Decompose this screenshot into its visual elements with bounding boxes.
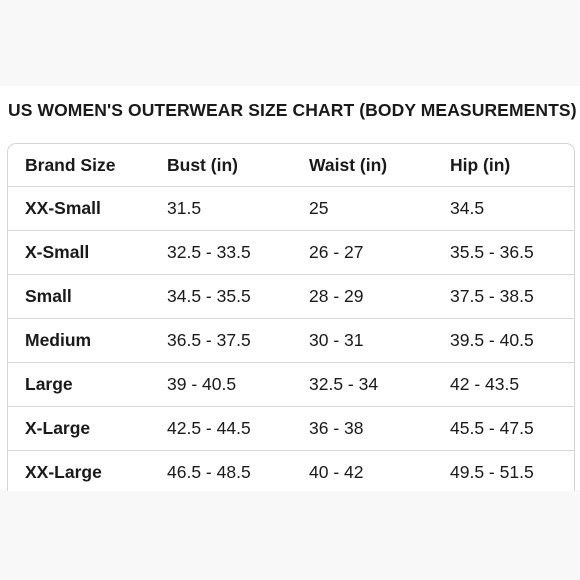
bust-cell: 39 - 40.5 bbox=[150, 362, 292, 407]
size-cell: XX-Large bbox=[25, 462, 102, 482]
waist-cell: 26 - 27 bbox=[292, 230, 433, 275]
bust-cell: 31.5 bbox=[150, 186, 292, 231]
header-waist: Waist (in) bbox=[292, 144, 433, 187]
bottom-background-band bbox=[0, 490, 580, 580]
waist-cell: 32.5 - 34 bbox=[292, 362, 433, 407]
hip-cell: 39.5 - 40.5 bbox=[433, 318, 574, 363]
hip-cell: 35.5 - 36.5 bbox=[433, 230, 574, 275]
waist-cell: 25 bbox=[292, 186, 433, 231]
size-cell: Small bbox=[8, 274, 150, 319]
hip-cell: 49.5 - 51.5 bbox=[450, 462, 534, 482]
bust-cell: 46.5 - 48.5 bbox=[167, 462, 251, 482]
hip-cell: 34.5 bbox=[433, 186, 574, 231]
size-cell: Medium bbox=[8, 318, 150, 363]
hip-cell: 45.5 - 47.5 bbox=[433, 406, 574, 451]
header-bust: Bust (in) bbox=[150, 144, 292, 187]
size-chart-table-container: Brand Size Bust (in) Waist (in) Hip (in)… bbox=[7, 143, 575, 491]
table-header-row: Brand Size Bust (in) Waist (in) Hip (in) bbox=[8, 144, 574, 187]
size-chart-title: US WOMEN'S OUTERWEAR SIZE CHART (BODY ME… bbox=[8, 100, 577, 120]
hip-cell: 42 - 43.5 bbox=[433, 362, 574, 407]
bust-cell: 32.5 - 33.5 bbox=[150, 230, 292, 275]
waist-cell: 36 - 38 bbox=[292, 406, 433, 451]
bust-cell: 34.5 - 35.5 bbox=[150, 274, 292, 319]
top-background-band bbox=[0, 0, 580, 86]
header-hip: Hip (in) bbox=[433, 144, 574, 187]
size-cell: Large bbox=[8, 362, 150, 407]
waist-cell: 40 - 42 bbox=[309, 462, 364, 482]
table-row: Medium 36.5 - 37.5 30 - 31 39.5 - 40.5 bbox=[8, 318, 574, 363]
waist-cell: 30 - 31 bbox=[292, 318, 433, 363]
bust-cell: 36.5 - 37.5 bbox=[150, 318, 292, 363]
size-cell: XX-Small bbox=[8, 186, 150, 231]
hip-cell: 37.5 - 38.5 bbox=[433, 274, 574, 319]
bust-cell: 42.5 - 44.5 bbox=[150, 406, 292, 451]
table-row: X-Small 32.5 - 33.5 26 - 27 35.5 - 36.5 bbox=[8, 230, 574, 275]
size-cell: X-Small bbox=[8, 230, 150, 275]
header-brand-size: Brand Size bbox=[8, 144, 150, 187]
table-row: X-Large 42.5 - 44.5 36 - 38 45.5 - 47.5 bbox=[8, 406, 574, 451]
size-cell: X-Large bbox=[8, 406, 150, 451]
table-row: XX-Small 31.5 25 34.5 bbox=[8, 186, 574, 231]
waist-cell: 28 - 29 bbox=[292, 274, 433, 319]
table-row: Large 39 - 40.5 32.5 - 34 42 - 43.5 bbox=[8, 362, 574, 407]
size-chart-table: Brand Size Bust (in) Waist (in) Hip (in)… bbox=[8, 144, 574, 491]
table-row: Small 34.5 - 35.5 28 - 29 37.5 - 38.5 bbox=[8, 274, 574, 319]
table-row: XX-Large 46.5 - 48.5 40 - 42 49.5 - 51.5 bbox=[8, 451, 574, 492]
